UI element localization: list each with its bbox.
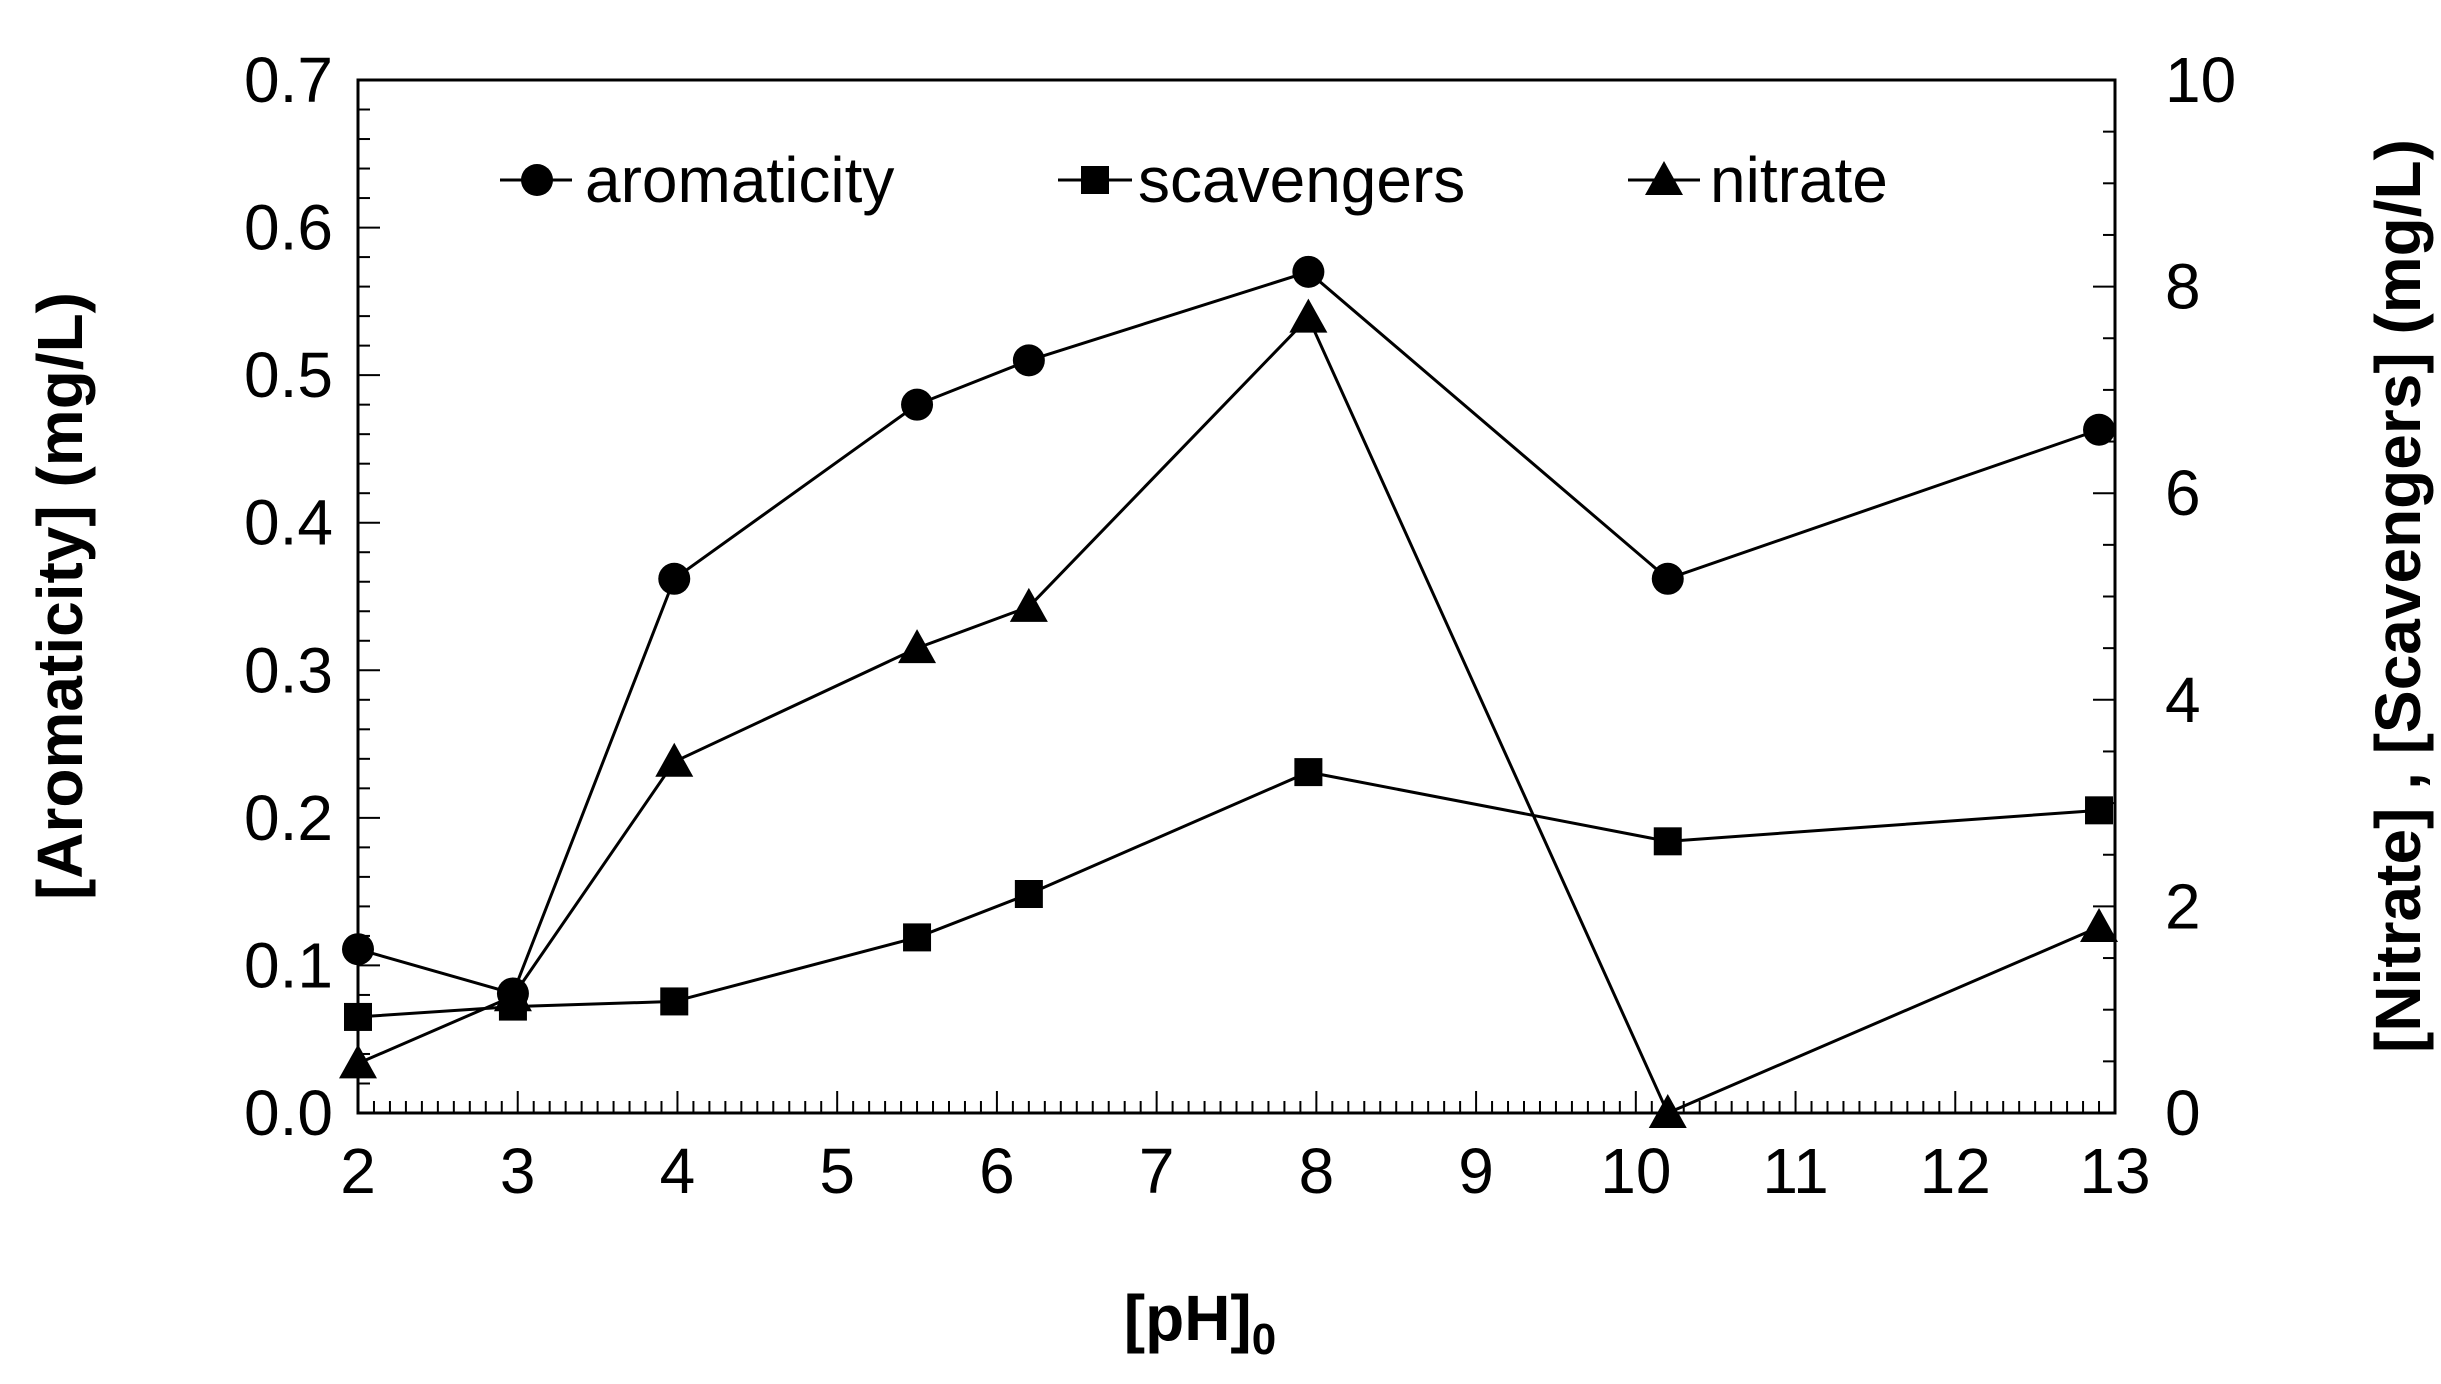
y-right-tick-label: 4 <box>2165 664 2201 736</box>
y-right-tick-label: 10 <box>2165 44 2236 116</box>
data-point-nitrate <box>1009 587 1048 622</box>
series-line-aromaticity <box>357 270 2100 996</box>
y-left-tick-label: 0.3 <box>244 634 333 706</box>
y-left-axis-title: [Aromaticity] (mg/L) <box>24 292 96 900</box>
legend-item-scavengers: scavengers <box>1058 144 1465 216</box>
x-tick-label: 3 <box>500 1135 536 1207</box>
y-left-tick-label: 0.4 <box>244 487 333 559</box>
data-point-aromaticity <box>901 388 934 421</box>
data-point-nitrate <box>655 742 694 777</box>
x-tick-label: 8 <box>1299 1135 1335 1207</box>
data-point-nitrate <box>1289 298 1328 333</box>
y-left-tick-label: 0.2 <box>244 782 333 854</box>
data-point-scavengers <box>1653 827 1682 856</box>
legend: aromaticity scavengers nitrate <box>500 144 1888 216</box>
plot-frame <box>356 78 2117 1115</box>
x-tick-label: 5 <box>819 1135 855 1207</box>
series-markers <box>339 255 2119 1128</box>
data-point-aromaticity <box>1651 562 1684 595</box>
data-point-nitrate <box>1648 1094 1687 1128</box>
x-tick-label: 9 <box>1458 1135 1494 1207</box>
series-line-scavengers <box>357 770 2100 1019</box>
legend-item-aromaticity: aromaticity <box>500 144 894 216</box>
x-tick-label: 6 <box>979 1135 1015 1207</box>
data-point-nitrate <box>2080 908 2119 943</box>
y-left-tick-label: 0.0 <box>244 1077 333 1149</box>
x-tick-label: 10 <box>1600 1135 1671 1207</box>
axis-ticks <box>357 79 2116 1114</box>
x-axis-title: [pH]0 <box>1124 1282 1276 1364</box>
x-tick-label: 7 <box>1139 1135 1175 1207</box>
data-point-scavengers <box>903 923 932 952</box>
y-right-tick-label: 6 <box>2165 457 2201 529</box>
x-axis-title-main: [pH] <box>1124 1282 1252 1354</box>
y-right-tick-label: 2 <box>2165 870 2201 942</box>
data-point-aromaticity <box>658 562 691 595</box>
legend-scavengers-label: scavengers <box>1138 144 1465 216</box>
data-point-nitrate <box>493 977 532 1012</box>
y-left-tick-label: 0.6 <box>244 192 333 264</box>
legend-aromaticity-marker <box>521 164 553 196</box>
series-lines <box>357 270 2100 1115</box>
x-axis-title-subscript: 0 <box>1252 1315 1276 1364</box>
y-right-axis-title: [Nitrate] , [Scavengers] (mg/L) <box>2362 139 2434 1053</box>
legend-item-nitrate: nitrate <box>1628 144 1888 216</box>
data-point-aromaticity <box>342 933 374 966</box>
y-left-tick-label: 0.7 <box>244 44 333 116</box>
y-right-tick-label: 0 <box>2165 1077 2201 1149</box>
x-tick-label: 13 <box>2079 1135 2150 1207</box>
data-point-scavengers <box>344 1002 372 1031</box>
data-point-nitrate <box>898 629 937 664</box>
legend-aromaticity-label: aromaticity <box>585 144 894 216</box>
y-left-tick-label: 0.5 <box>244 339 333 411</box>
series-line-nitrate <box>357 314 2100 1115</box>
data-point-nitrate <box>339 1044 377 1079</box>
data-point-aromaticity <box>1292 255 1325 288</box>
legend-scavengers-marker <box>1081 166 1109 194</box>
legend-nitrate-label: nitrate <box>1710 144 1888 216</box>
y-left-tick-label: 0.1 <box>244 929 333 1001</box>
x-tick-label: 4 <box>660 1135 696 1207</box>
y-right-tick-label: 8 <box>2165 251 2201 323</box>
data-point-aromaticity <box>2083 413 2116 446</box>
data-point-scavengers <box>1014 880 1043 909</box>
x-tick-label: 12 <box>1920 1135 1991 1207</box>
x-tick-label: 11 <box>1762 1135 1828 1207</box>
x-tick-label: 2 <box>340 1135 376 1207</box>
data-point-aromaticity <box>1012 344 1045 377</box>
data-point-scavengers <box>660 987 689 1016</box>
axis-tick-labels: 2 3 4 5 6 7 8 9 10 11 12 13 0.0 0.1 0.2 0.3 0.4 0.5 0.6 0.7… <box>244 44 2236 1207</box>
data-point-scavengers <box>2085 796 2114 825</box>
legend-nitrate-marker <box>1645 161 1683 195</box>
data-point-scavengers <box>1294 758 1323 787</box>
